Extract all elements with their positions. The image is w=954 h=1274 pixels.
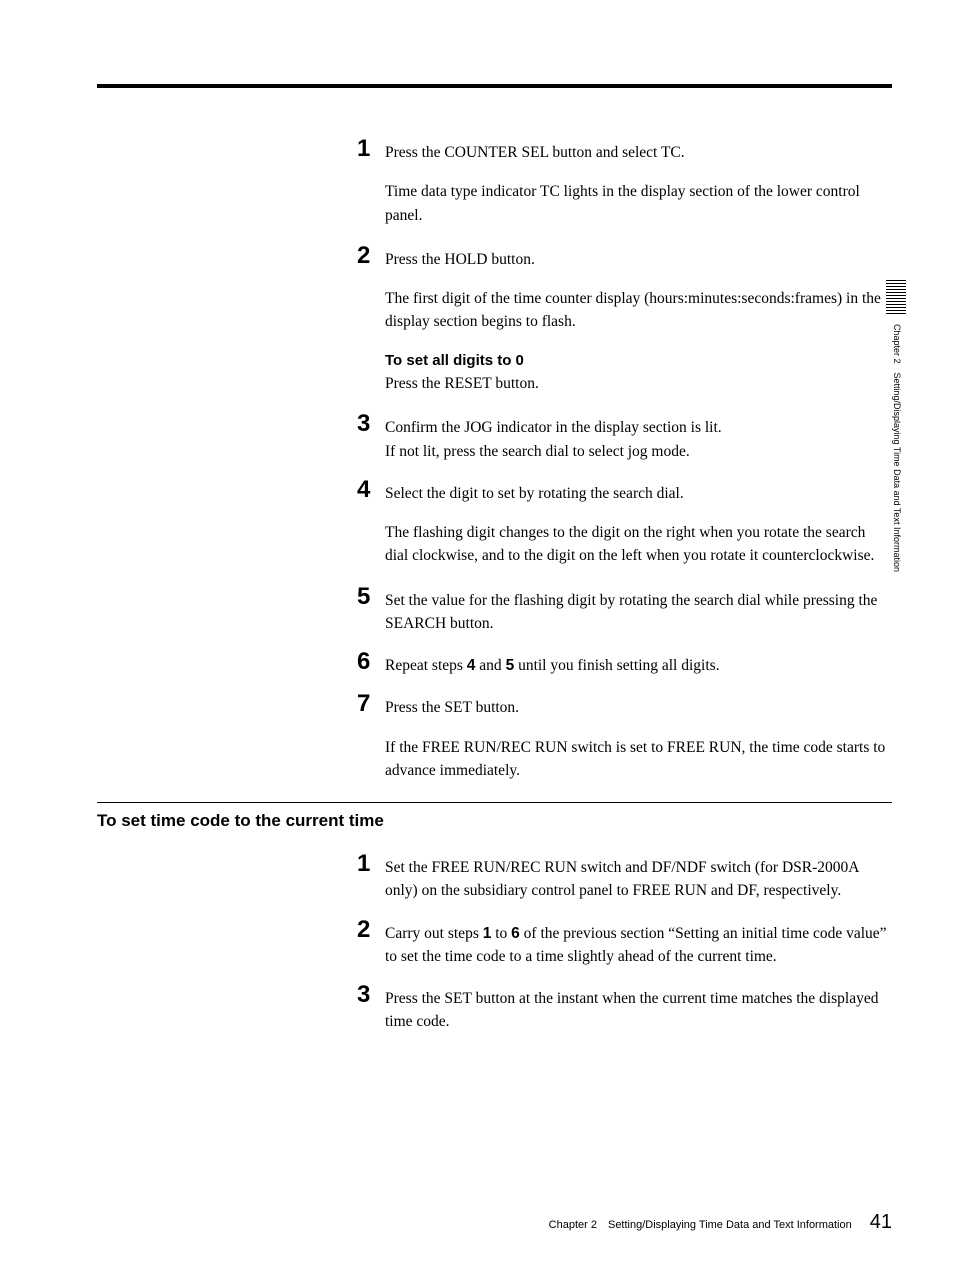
step-text: Set the FREE RUN/REC RUN switch and DF/N… xyxy=(385,856,892,903)
step-number: 4 xyxy=(357,477,385,503)
side-text: Chapter 2 Setting/Displaying Time Data a… xyxy=(892,324,902,572)
step-number: 5 xyxy=(357,584,385,610)
step-number: 1 xyxy=(357,851,385,877)
sub-text: Press the RESET button. xyxy=(385,372,892,395)
text-bold: 6 xyxy=(511,925,520,942)
step-2: 2 Carry out steps 1 to 6 of the previous… xyxy=(357,917,892,969)
step-body: Press the HOLD button. xyxy=(385,243,892,271)
page-container: 1 Press the COUNTER SEL button and selec… xyxy=(0,0,954,1082)
step-text: Press the COUNTER SEL button and select … xyxy=(385,141,892,164)
step-2: 2 Press the HOLD button. xyxy=(357,243,892,271)
step-3: 3 Confirm the JOG indicator in the displ… xyxy=(357,411,892,463)
step-7: 7 Press the SET button. xyxy=(357,691,892,719)
step-body: Confirm the JOG indicator in the display… xyxy=(385,411,892,463)
step-body: Repeat steps 4 and 5 until you finish se… xyxy=(385,649,892,677)
step-number: 6 xyxy=(357,649,385,675)
step-body: Carry out steps 1 to 6 of the previous s… xyxy=(385,917,892,969)
step-text: Press the SET button. xyxy=(385,696,892,719)
step-text: Carry out steps 1 to 6 of the previous s… xyxy=(385,922,892,969)
step-1: 1 Press the COUNTER SEL button and selec… xyxy=(357,136,892,164)
step-text: Press the SET button at the instant when… xyxy=(385,987,892,1034)
step-text-line2: If not lit, press the search dial to sel… xyxy=(385,440,892,463)
step-followup: The first digit of the time counter disp… xyxy=(385,287,892,334)
content-section-1: 1 Press the COUNTER SEL button and selec… xyxy=(357,136,892,782)
step-body: Select the digit to set by rotating the … xyxy=(385,477,892,505)
step-5: 5 Set the value for the flashing digit b… xyxy=(357,584,892,636)
top-bar xyxy=(97,84,892,88)
step-4: 4 Select the digit to set by rotating th… xyxy=(357,477,892,505)
text-pre: Carry out steps xyxy=(385,925,483,942)
step-number: 2 xyxy=(357,243,385,269)
step-followup: The flashing digit changes to the digit … xyxy=(385,521,892,568)
side-tab: Chapter 2 Setting/Displaying Time Data a… xyxy=(886,280,906,572)
step-followup: Time data type indicator TC lights in th… xyxy=(385,180,892,227)
text-bold: 5 xyxy=(506,657,515,674)
side-lines-icon xyxy=(886,280,906,314)
step-body: Set the FREE RUN/REC RUN switch and DF/N… xyxy=(385,851,892,903)
step-1: 1 Set the FREE RUN/REC RUN switch and DF… xyxy=(357,851,892,903)
section-heading: To set time code to the current time xyxy=(97,802,892,831)
step-6: 6 Repeat steps 4 and 5 until you finish … xyxy=(357,649,892,677)
step-text: Press the HOLD button. xyxy=(385,248,892,271)
step-body: Set the value for the flashing digit by … xyxy=(385,584,892,636)
step-sub: To set all digits to 0 Press the RESET b… xyxy=(385,350,892,396)
page-number: 41 xyxy=(870,1211,892,1234)
step-number: 2 xyxy=(357,917,385,943)
step-body: Press the COUNTER SEL button and select … xyxy=(385,136,892,164)
step-text: Set the value for the flashing digit by … xyxy=(385,589,892,636)
step-text: Repeat steps 4 and 5 until you finish se… xyxy=(385,654,892,677)
text-mid: and xyxy=(475,657,505,674)
page-footer: Chapter 2 Setting/Displaying Time Data a… xyxy=(549,1211,892,1234)
content-section-2: 1 Set the FREE RUN/REC RUN switch and DF… xyxy=(357,851,892,1034)
step-body: Press the SET button at the instant when… xyxy=(385,982,892,1034)
step-text: Select the digit to set by rotating the … xyxy=(385,482,892,505)
footer-text: Chapter 2 Setting/Displaying Time Data a… xyxy=(549,1219,852,1231)
step-number: 7 xyxy=(357,691,385,717)
step-number: 1 xyxy=(357,136,385,162)
step-number: 3 xyxy=(357,411,385,437)
step-number: 3 xyxy=(357,982,385,1008)
step-followup: If the FREE RUN/REC RUN switch is set to… xyxy=(385,736,892,783)
step-3: 3 Press the SET button at the instant wh… xyxy=(357,982,892,1034)
step-text-line1: Confirm the JOG indicator in the display… xyxy=(385,416,892,439)
text-pre: Repeat steps xyxy=(385,657,467,674)
step-body: Press the SET button. xyxy=(385,691,892,719)
sub-heading: To set all digits to 0 xyxy=(385,350,892,373)
text-post: until you finish setting all digits. xyxy=(514,657,719,674)
text-mid: to xyxy=(491,925,511,942)
